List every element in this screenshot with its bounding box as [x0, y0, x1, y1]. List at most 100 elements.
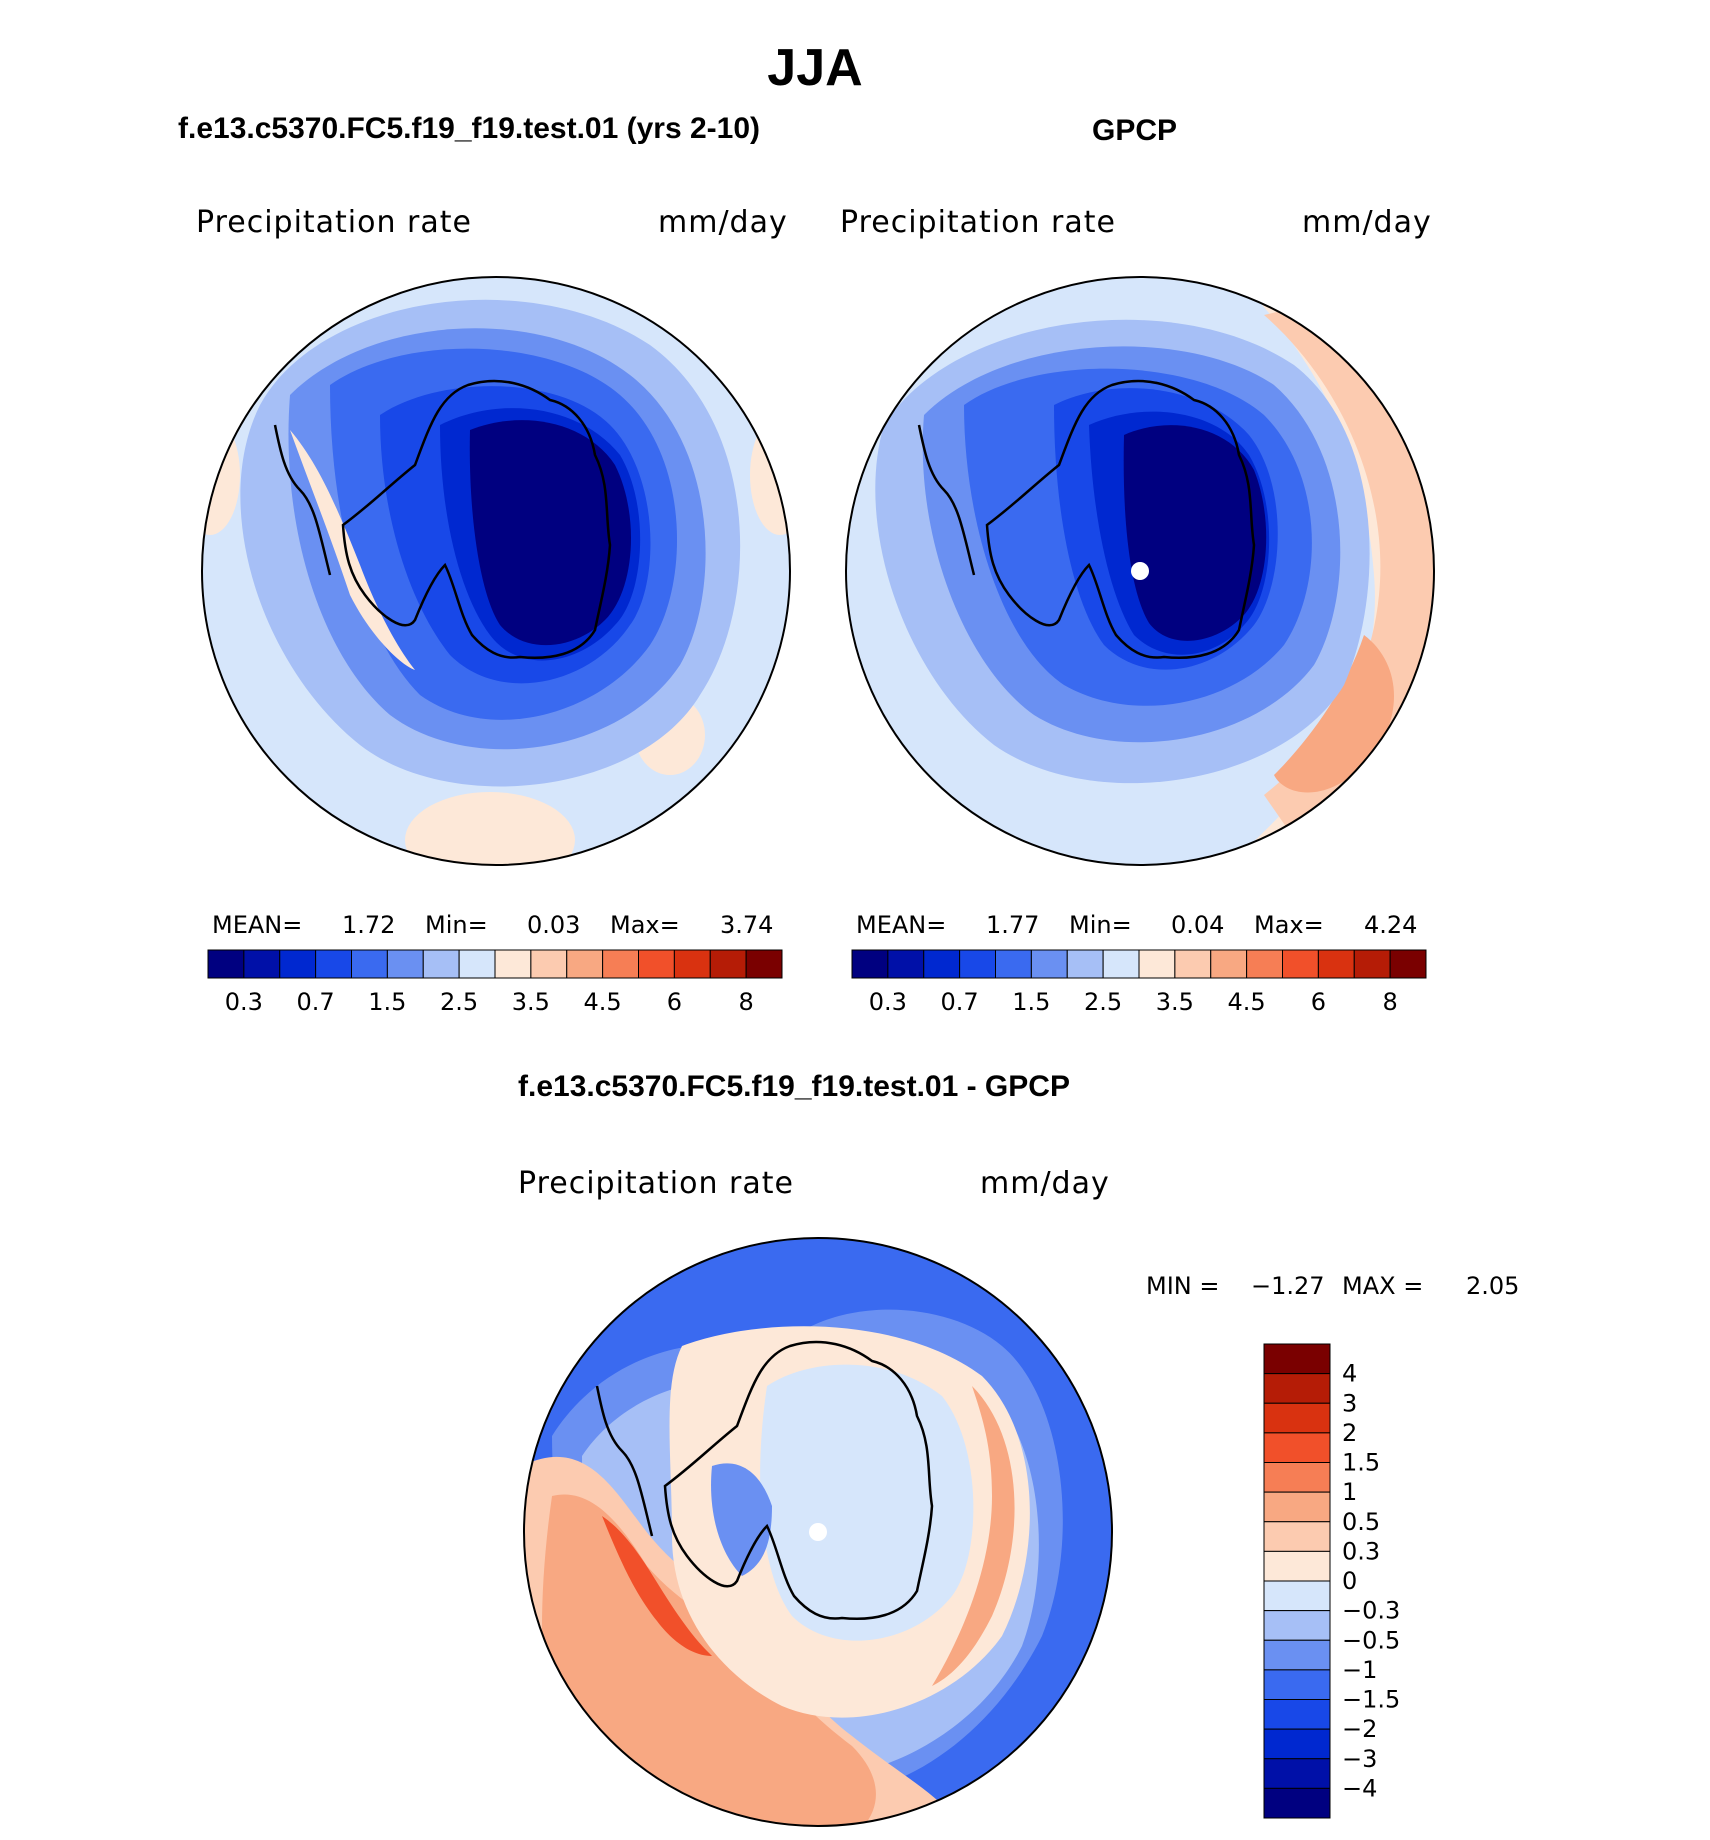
diff-panel-title: f.e13.c5370.FC5.f19_f19.test.01 - GPCP: [518, 1070, 1070, 1103]
diff-colorbar-tick-label: −0.3: [1342, 1597, 1400, 1625]
obs-colorbar-swatch: [995, 949, 1032, 979]
obs-colorbar-tick-label: 4.5: [1228, 988, 1266, 1016]
model-units-label: mm/day: [658, 205, 788, 240]
obs-colorbar-swatch: [1282, 949, 1319, 979]
obs-colorbar-swatch: [959, 949, 996, 979]
obs-colorbar-tick-label: 0.3: [869, 988, 907, 1016]
diff-colorbar-swatch: [1263, 1580, 1331, 1612]
diff-variable-label: Precipitation rate: [518, 1166, 794, 1201]
model-colorbar-swatch: [494, 949, 532, 979]
model-max-value: 3.74: [720, 911, 774, 939]
obs-colorbar-swatch: [851, 949, 889, 979]
obs-colorbar-tick-label: 8: [1382, 988, 1397, 1016]
model-colorbar-swatch: [530, 949, 568, 979]
model-colorbar-tick-label: 0.7: [297, 988, 335, 1016]
diff-colorbar-tick-label: −3: [1342, 1745, 1377, 1773]
obs-min-label: Min=: [1069, 911, 1132, 939]
obs-colorbar-swatch: [923, 949, 961, 979]
model-mean-value: 1.72: [342, 911, 396, 939]
model-colorbar-swatch: [709, 949, 747, 979]
obs-colorbar-swatch: [887, 949, 925, 979]
obs-colorbar-tick-label: 2.5: [1084, 988, 1122, 1016]
diff-colorbar-tick-label: 0: [1342, 1567, 1357, 1595]
diff-colorbar-swatch: [1263, 1432, 1331, 1463]
diff-colorbar-swatch: [1263, 1343, 1331, 1375]
obs-colorbar-swatch: [1389, 949, 1427, 979]
diff-colorbar-swatch: [1263, 1462, 1331, 1493]
model-colorbar: 0.3 0.7 1.5 2.5 3.5 4.5 6 8: [207, 949, 783, 1016]
diff-colorbar-tick-label: −4: [1342, 1774, 1377, 1802]
obs-map: [845, 276, 1435, 866]
diff-colorbar-swatch: [1263, 1758, 1331, 1789]
diff-colorbar-tick-label: −2: [1342, 1715, 1377, 1743]
diff-colorbar-tick-label: 3: [1342, 1389, 1357, 1417]
model-colorbar-swatch: [279, 949, 317, 979]
obs-max-label: Max=: [1254, 911, 1324, 939]
obs-colorbar-tick-label: 3.5: [1156, 988, 1194, 1016]
diff-colorbar-tick-label: 4: [1342, 1360, 1357, 1388]
obs-colorbar-tick-label: 6: [1311, 988, 1326, 1016]
diff-colorbar-swatch: [1263, 1610, 1331, 1641]
obs-colorbar-tick-label: 1.5: [1012, 988, 1050, 1016]
model-map: [201, 276, 791, 866]
model-min-label: Min=: [425, 911, 488, 939]
model-colorbar-tick-label: 1.5: [368, 988, 406, 1016]
diff-colorbar-swatch: [1263, 1550, 1331, 1582]
obs-max-value: 4.24: [1364, 911, 1418, 939]
model-min-value: 0.03: [527, 911, 581, 939]
model-colorbar-tick-label: 4.5: [584, 988, 622, 1016]
model-panel-title: f.e13.c5370.FC5.f19_f19.test.01 (yrs 2-1…: [178, 112, 761, 145]
diff-colorbar-swatch: [1263, 1728, 1331, 1760]
obs-colorbar-tick-label: 0.7: [941, 988, 979, 1016]
diff-colorbar-swatch: [1263, 1373, 1331, 1404]
diff-colorbar-tick-label: 1: [1342, 1478, 1357, 1506]
diff-colorbar-tick-label: 0.5: [1342, 1508, 1380, 1536]
model-mean-label: MEAN=: [212, 911, 303, 939]
main-title: JJA: [767, 39, 863, 97]
obs-colorbar: 0.3 0.7 1.5 2.5 3.5 4.5 6 8: [851, 949, 1427, 1016]
diff-colorbar-swatch: [1263, 1521, 1331, 1552]
diff-colorbar-tick-label: 2: [1342, 1419, 1357, 1447]
model-colorbar-swatch: [243, 949, 281, 979]
obs-units-label: mm/day: [1302, 205, 1432, 240]
diff-colorbar-swatch: [1263, 1491, 1331, 1523]
model-max-label: Max=: [610, 911, 680, 939]
diff-units-label: mm/day: [980, 1166, 1110, 1201]
obs-colorbar-swatch: [1102, 949, 1140, 979]
diff-min-label: MIN =: [1146, 1272, 1220, 1300]
obs-colorbar-swatch: [1317, 949, 1355, 979]
model-colorbar-swatch: [566, 949, 604, 979]
diff-colorbar-swatch: [1263, 1699, 1331, 1730]
diff-colorbar-swatch: [1263, 1787, 1331, 1819]
obs-colorbar-swatch: [1210, 949, 1248, 979]
diff-colorbar-tick-label: −0.5: [1342, 1626, 1400, 1654]
model-colorbar-swatch: [207, 949, 245, 979]
diff-max-value: 2.05: [1466, 1272, 1520, 1300]
model-colorbar-swatch: [315, 949, 352, 979]
diff-colorbar-tick-label: 1.5: [1342, 1449, 1380, 1477]
obs-colorbar-swatch: [1174, 949, 1212, 979]
obs-variable-label: Precipitation rate: [840, 205, 1116, 240]
obs-colorbar-swatch: [1246, 949, 1283, 979]
diff-colorbar-swatch: [1263, 1402, 1331, 1434]
model-colorbar-tick-label: 6: [667, 988, 682, 1016]
obs-mean-value: 1.77: [986, 911, 1040, 939]
model-colorbar-swatch: [638, 949, 675, 979]
diff-colorbar-tick-label: −1.5: [1342, 1686, 1400, 1714]
model-colorbar-swatch: [673, 949, 711, 979]
obs-colorbar-swatch: [1138, 949, 1176, 979]
diff-min-value: −1.27: [1251, 1272, 1325, 1300]
obs-min-value: 0.04: [1171, 911, 1225, 939]
obs-mean-label: MEAN=: [856, 911, 947, 939]
model-colorbar-swatch: [458, 949, 496, 979]
model-colorbar-tick-label: 8: [738, 988, 753, 1016]
diff-map: [523, 1237, 1113, 1827]
model-colorbar-swatch: [422, 949, 460, 979]
diff-colorbar-swatch: [1263, 1669, 1331, 1700]
obs-colorbar-swatch: [1030, 949, 1068, 979]
model-colorbar-swatch: [745, 949, 783, 979]
diff-max-label: MAX =: [1342, 1272, 1424, 1300]
model-colorbar-swatch: [386, 949, 424, 979]
obs-colorbar-swatch: [1353, 949, 1391, 979]
